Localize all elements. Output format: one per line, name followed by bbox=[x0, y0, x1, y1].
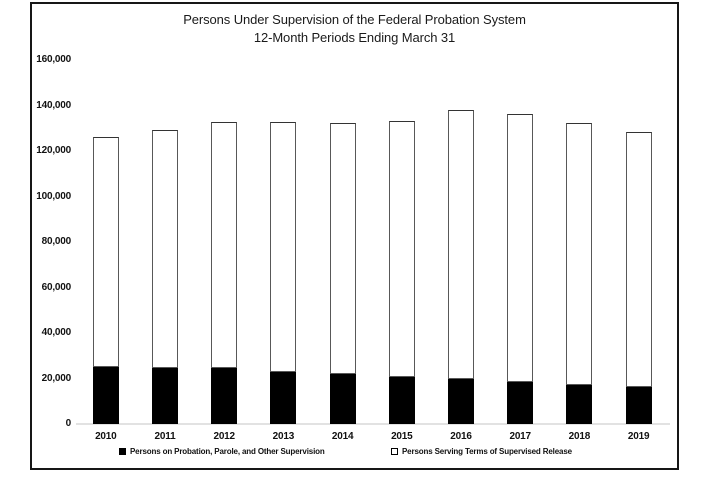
x-axis-label-2012: 2012 bbox=[213, 431, 235, 442]
legend-label-supervised-release: Persons Serving Terms of Supervised Rele… bbox=[402, 447, 572, 456]
legend-label-probation: Persons on Probation, Parole, and Other … bbox=[130, 447, 325, 456]
bar-segment-supervised-release-2017 bbox=[507, 113, 534, 383]
bar-segment-probation-2014 bbox=[329, 374, 356, 424]
bar-segment-probation-2019 bbox=[625, 387, 652, 424]
x-axis-label-2017: 2017 bbox=[509, 431, 531, 442]
bar-segment-probation-2013 bbox=[270, 372, 297, 424]
legend-swatch-probation bbox=[119, 448, 126, 455]
x-axis-line bbox=[76, 423, 670, 425]
bar-segment-probation-2017 bbox=[507, 382, 534, 424]
bar-segment-probation-2016 bbox=[448, 378, 474, 424]
y-tick-label-60000: 60,000 bbox=[41, 281, 72, 293]
x-axis-label-2015: 2015 bbox=[391, 431, 413, 442]
y-tick-label-40000: 40,000 bbox=[41, 327, 72, 338]
x-axis-label-2013: 2013 bbox=[272, 431, 295, 442]
y-tick-label-0: 0 bbox=[65, 418, 72, 429]
y-tick-label-100000: 100,000 bbox=[36, 190, 71, 202]
y-tick-label-140000: 140,000 bbox=[36, 99, 71, 111]
bar-segment-supervised-release-2010 bbox=[92, 137, 119, 367]
bar-segment-supervised-release-2012 bbox=[211, 122, 238, 369]
x-axis-label-2010: 2010 bbox=[95, 431, 117, 442]
bar-segment-supervised-release-2015 bbox=[388, 120, 415, 377]
bar-segment-probation-2011 bbox=[152, 367, 178, 424]
bar-segment-probation-2018 bbox=[566, 384, 593, 424]
x-axis-label-2018: 2018 bbox=[568, 431, 591, 442]
bar-segment-supervised-release-2016 bbox=[448, 110, 474, 379]
bar-segment-probation-2010 bbox=[92, 366, 119, 424]
chart-title-line2: 12-Month Periods Ending March 31 bbox=[253, 29, 456, 45]
bar-segment-probation-2015 bbox=[388, 376, 415, 424]
chart-title: Persons Under Supervision of the Federal… bbox=[30, 11, 679, 46]
bar-segment-supervised-release-2014 bbox=[329, 123, 356, 375]
legend-item-supervised-release: Persons Serving Terms of Supervised Rele… bbox=[391, 446, 572, 457]
y-tick-label-120000: 120,000 bbox=[36, 145, 71, 156]
x-axis-label-2019: 2019 bbox=[627, 431, 650, 442]
y-tick-label-160000: 160,000 bbox=[36, 54, 71, 65]
chart-title-line1: Persons Under Supervision of the Federal… bbox=[183, 12, 526, 27]
bar-segment-supervised-release-2018 bbox=[566, 123, 593, 385]
x-axis-label-2014: 2014 bbox=[331, 431, 354, 442]
legend-item-probation: Persons on Probation, Parole, and Other … bbox=[119, 446, 325, 457]
x-axis-label-2011: 2011 bbox=[154, 431, 176, 442]
y-tick-label-80000: 80,000 bbox=[41, 236, 72, 247]
bar-segment-supervised-release-2019 bbox=[625, 131, 652, 388]
y-tick-label-20000: 20,000 bbox=[41, 372, 72, 384]
bar-segment-probation-2012 bbox=[211, 368, 238, 424]
bar-segment-supervised-release-2011 bbox=[152, 130, 178, 368]
x-axis-label-2016: 2016 bbox=[450, 431, 472, 442]
legend-swatch-supervised-release bbox=[391, 448, 398, 455]
bar-segment-supervised-release-2013 bbox=[270, 122, 297, 373]
